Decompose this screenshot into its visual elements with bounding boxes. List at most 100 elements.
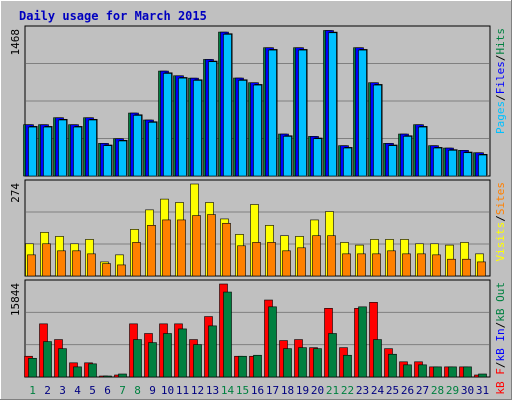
bar: [178, 328, 187, 378]
bar: [448, 150, 457, 177]
bar: [193, 80, 202, 177]
day-label: 4: [74, 384, 81, 397]
series-kb-out: [28, 291, 487, 378]
legend-entry: /: [494, 322, 507, 329]
bar: [433, 147, 442, 177]
bar: [237, 245, 246, 277]
bar: [222, 222, 231, 277]
bar: [388, 353, 397, 378]
legend-entry: /: [494, 94, 507, 101]
panel-kb: 15844 kB F/kB In/kB Out: [9, 279, 507, 395]
day-label: 11: [176, 384, 189, 397]
day-label: 30: [461, 384, 474, 397]
day-label: 21: [326, 384, 339, 397]
bar: [328, 333, 337, 378]
bar: [73, 126, 82, 177]
day-label: 24: [371, 384, 385, 397]
bar: [117, 264, 126, 277]
bar: [358, 49, 367, 177]
legend-entry: kB In: [494, 328, 507, 361]
bar: [417, 253, 426, 277]
bar: [357, 253, 366, 277]
bar: [208, 61, 217, 177]
bar: [463, 366, 472, 378]
bar: [118, 140, 127, 177]
bar: [373, 84, 382, 177]
bar: [327, 235, 336, 277]
legend-entry: /: [494, 215, 507, 222]
bar: [343, 354, 352, 378]
bar: [328, 32, 337, 177]
bar: [73, 366, 82, 378]
bar: [298, 49, 307, 177]
bar: [43, 126, 52, 177]
y-max-label: 274: [9, 183, 22, 203]
bar: [283, 348, 292, 378]
bar: [448, 366, 457, 378]
day-label: 25: [386, 384, 399, 397]
bar: [478, 373, 487, 378]
legend-entry: /: [494, 55, 507, 62]
bar: [478, 154, 487, 177]
panel-visits-sites: 274 Visits/Sites: [9, 179, 507, 277]
bar: [358, 306, 367, 378]
bar: [58, 119, 67, 177]
day-label: 6: [104, 384, 111, 397]
bar: [43, 341, 52, 378]
series-sites: [27, 214, 486, 277]
day-label: 28: [431, 384, 444, 397]
bar: [223, 291, 232, 378]
bar: [267, 242, 276, 277]
y-max-label: 1468: [9, 29, 22, 56]
bar: [432, 254, 441, 277]
day-labels: 1 2 3 4 5 6 7 8 9 10 11 12 13 14 15 16 17 18 19 20 21 22 23 24 2…: [29, 384, 489, 397]
bar: [388, 145, 397, 177]
bar: [28, 126, 37, 177]
day-label: 26: [401, 384, 414, 397]
bar: [133, 339, 142, 378]
bar: [163, 73, 172, 177]
series-pages: [28, 31, 488, 177]
bar: [253, 354, 262, 378]
legend-entry: kB Out: [494, 282, 507, 322]
bar: [253, 84, 262, 177]
bar: [88, 363, 97, 378]
day-label: 23: [356, 384, 369, 397]
bar: [192, 215, 201, 277]
chart-panels: 1468Pages/Files/Hits274Visits/Sites15844…: [9, 25, 507, 395]
day-label: 16: [251, 384, 264, 397]
bar: [372, 253, 381, 277]
day-label: 22: [341, 384, 354, 397]
bar: [132, 242, 141, 277]
day-label: 13: [206, 384, 219, 397]
day-label: 9: [149, 384, 156, 397]
bar: [297, 247, 306, 277]
bar: [238, 355, 247, 378]
bar: [178, 77, 187, 177]
bar: [148, 122, 157, 177]
day-label: 7: [119, 384, 126, 397]
bar: [57, 250, 66, 277]
bar: [27, 254, 36, 277]
day-label: 2: [44, 384, 51, 397]
legend: Visits/Sites: [494, 182, 507, 262]
bar: [103, 145, 112, 177]
bar: [418, 364, 427, 378]
bar: [177, 219, 186, 277]
bar: [313, 138, 322, 177]
bar: [463, 152, 472, 177]
bar: [207, 214, 216, 277]
bar: [313, 348, 322, 378]
bar: [312, 235, 321, 277]
bar: [223, 34, 232, 177]
day-label: 8: [134, 384, 141, 397]
chart-title: Daily usage for March 2015: [19, 9, 207, 23]
bar: [343, 147, 352, 177]
day-label: 3: [59, 384, 66, 397]
day-label: 1: [29, 384, 36, 397]
legend: kB F/kB In/kB Out: [494, 282, 507, 395]
day-label: 5: [89, 384, 96, 397]
y-max-label: 15844: [9, 283, 22, 316]
